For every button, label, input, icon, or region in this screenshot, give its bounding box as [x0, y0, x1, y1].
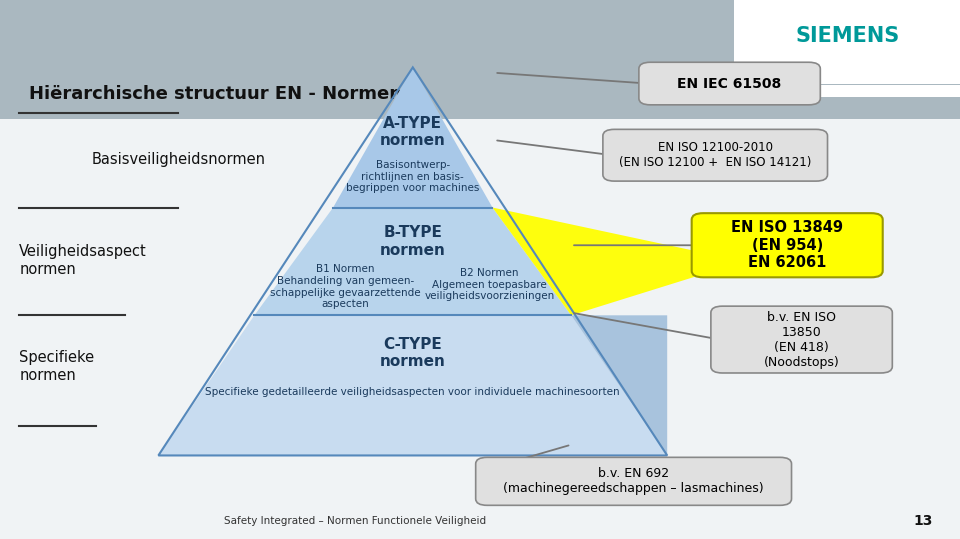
FancyBboxPatch shape [734, 85, 960, 97]
Text: Hiërarchische structuur EN - Normen: Hiërarchische structuur EN - Normen [29, 85, 402, 103]
Text: Safety Integrated – Normen Functionele Veiligheid: Safety Integrated – Normen Functionele V… [224, 516, 487, 526]
Text: A-TYPE
normen: A-TYPE normen [380, 116, 445, 148]
Polygon shape [254, 208, 571, 315]
FancyBboxPatch shape [476, 457, 791, 506]
Text: 13: 13 [914, 514, 933, 528]
Text: Basisontwerp-
richtlijnen en basis-
begrippen voor machines: Basisontwerp- richtlijnen en basis- begr… [347, 160, 479, 194]
Text: Basisveiligheidsnormen: Basisveiligheidsnormen [91, 151, 265, 167]
Text: Specifieke
normen: Specifieke normen [19, 350, 94, 383]
Polygon shape [333, 67, 492, 208]
Text: EN ISO 13849
(EN 954)
EN 62061: EN ISO 13849 (EN 954) EN 62061 [732, 220, 843, 270]
Text: C-TYPE
normen: C-TYPE normen [380, 337, 445, 369]
FancyBboxPatch shape [639, 63, 820, 105]
FancyBboxPatch shape [603, 129, 828, 181]
FancyBboxPatch shape [710, 306, 892, 373]
FancyBboxPatch shape [0, 0, 960, 119]
Text: B1 Normen
Behandeling van gemeen-
schappelijke gevaarzettende
aspecten: B1 Normen Behandeling van gemeen- schapp… [271, 264, 420, 309]
Text: SIEMENS: SIEMENS [795, 26, 900, 46]
FancyBboxPatch shape [691, 213, 882, 277]
Text: B2 Normen
Algemeen toepasbare
veiligheidsvoorzieningen: B2 Normen Algemeen toepasbare veiligheid… [424, 268, 555, 301]
Text: B-TYPE
normen: B-TYPE normen [380, 225, 445, 258]
Text: b.v. EN ISO
13850
(EN 418)
(Noodstops): b.v. EN ISO 13850 (EN 418) (Noodstops) [764, 310, 839, 369]
Text: EN IEC 61508: EN IEC 61508 [678, 77, 781, 91]
FancyBboxPatch shape [734, 0, 960, 84]
Text: EN ISO 12100-2010
(EN ISO 12100 +  EN ISO 14121): EN ISO 12100-2010 (EN ISO 12100 + EN ISO… [619, 141, 811, 169]
Polygon shape [492, 208, 744, 315]
Polygon shape [158, 315, 667, 455]
Polygon shape [571, 315, 667, 455]
Text: b.v. EN 692
(machinegereedschappen – lasmachines): b.v. EN 692 (machinegereedschappen – las… [503, 467, 764, 495]
Text: Veiligheidsaspect
normen: Veiligheidsaspect normen [19, 244, 147, 277]
Text: Specifieke gedetailleerde veiligheidsaspecten voor individuele machinesoorten: Specifieke gedetailleerde veiligheidsasp… [205, 388, 620, 397]
